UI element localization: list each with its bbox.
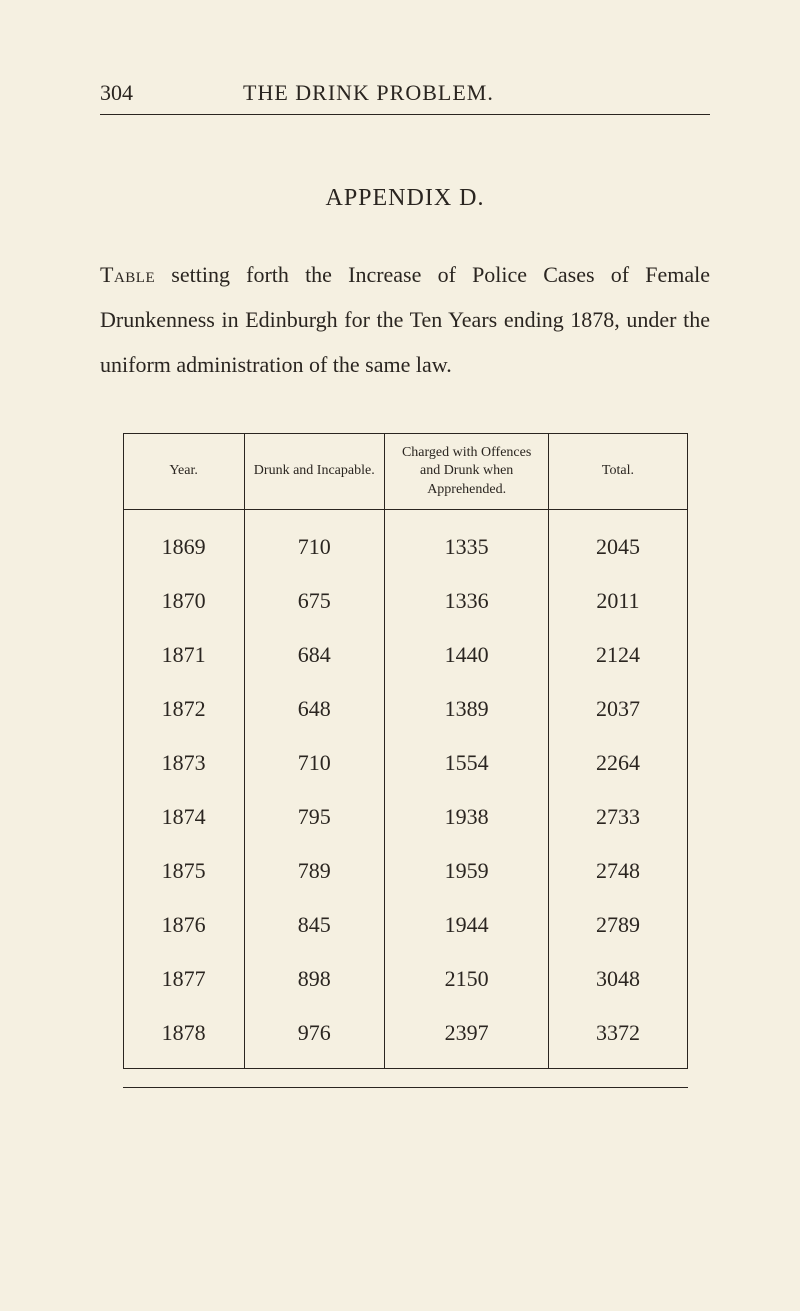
bottom-rule — [123, 1087, 688, 1088]
cell: 1878 — [123, 1006, 244, 1069]
table-header-row: Year. Drunk and Incapable. Charged with … — [123, 434, 687, 510]
cell: 795 — [244, 790, 384, 844]
table-row: 1872 648 1389 2037 — [123, 682, 687, 736]
cell: 1872 — [123, 682, 244, 736]
table-body: 1869 710 1335 2045 1870 675 1336 2011 18… — [123, 509, 687, 1068]
cell: 1335 — [384, 509, 549, 574]
page-number: 304 — [100, 80, 133, 106]
cell: 675 — [244, 574, 384, 628]
cell: 648 — [244, 682, 384, 736]
cell: 1871 — [123, 628, 244, 682]
col-drunk-incapable: Drunk and Incapable. — [244, 434, 384, 510]
cell: 3372 — [549, 1006, 687, 1069]
running-title: THE DRINK PROBLEM. — [243, 80, 494, 106]
cell: 2733 — [549, 790, 687, 844]
cell: 1336 — [384, 574, 549, 628]
intro-rest: setting forth the Increase of Police Cas… — [100, 262, 710, 377]
cell: 1554 — [384, 736, 549, 790]
cell: 3048 — [549, 952, 687, 1006]
intro-lead: Table — [100, 262, 155, 287]
table-row: 1869 710 1335 2045 — [123, 509, 687, 574]
cell: 2011 — [549, 574, 687, 628]
cell: 1870 — [123, 574, 244, 628]
cell: 2748 — [549, 844, 687, 898]
page: 304 THE DRINK PROBLEM. APPENDIX D. Table… — [0, 0, 800, 1311]
col-year: Year. — [123, 434, 244, 510]
cell: 1959 — [384, 844, 549, 898]
cell: 1873 — [123, 736, 244, 790]
table-row: 1876 845 1944 2789 — [123, 898, 687, 952]
running-header: 304 THE DRINK PROBLEM. — [100, 80, 710, 106]
cell: 1938 — [384, 790, 549, 844]
table-row: 1873 710 1554 2264 — [123, 736, 687, 790]
cell: 1874 — [123, 790, 244, 844]
cell: 1944 — [384, 898, 549, 952]
cell: 1877 — [123, 952, 244, 1006]
cell: 789 — [244, 844, 384, 898]
table-row: 1875 789 1959 2748 — [123, 844, 687, 898]
cell: 1389 — [384, 682, 549, 736]
cell: 2789 — [549, 898, 687, 952]
cell: 684 — [244, 628, 384, 682]
cell: 1869 — [123, 509, 244, 574]
cell: 898 — [244, 952, 384, 1006]
cell: 2045 — [549, 509, 687, 574]
appendix-title: APPENDIX D. — [100, 185, 710, 212]
cell: 976 — [244, 1006, 384, 1069]
col-charged: Charged with Offences and Drunk when App… — [384, 434, 549, 510]
cell: 710 — [244, 736, 384, 790]
cell: 845 — [244, 898, 384, 952]
intro-paragraph: Table setting forth the Increase of Poli… — [100, 252, 710, 387]
data-table: Year. Drunk and Incapable. Charged with … — [123, 433, 688, 1069]
table-row: 1870 675 1336 2011 — [123, 574, 687, 628]
header-rule — [100, 114, 710, 115]
cell: 2150 — [384, 952, 549, 1006]
table-row: 1878 976 2397 3372 — [123, 1006, 687, 1069]
table-row: 1877 898 2150 3048 — [123, 952, 687, 1006]
cell: 2397 — [384, 1006, 549, 1069]
cell: 2037 — [549, 682, 687, 736]
cell: 1440 — [384, 628, 549, 682]
cell: 2264 — [549, 736, 687, 790]
cell: 1875 — [123, 844, 244, 898]
cell: 1876 — [123, 898, 244, 952]
cell: 2124 — [549, 628, 687, 682]
col-total: Total. — [549, 434, 687, 510]
table-row: 1874 795 1938 2733 — [123, 790, 687, 844]
table-row: 1871 684 1440 2124 — [123, 628, 687, 682]
cell: 710 — [244, 509, 384, 574]
